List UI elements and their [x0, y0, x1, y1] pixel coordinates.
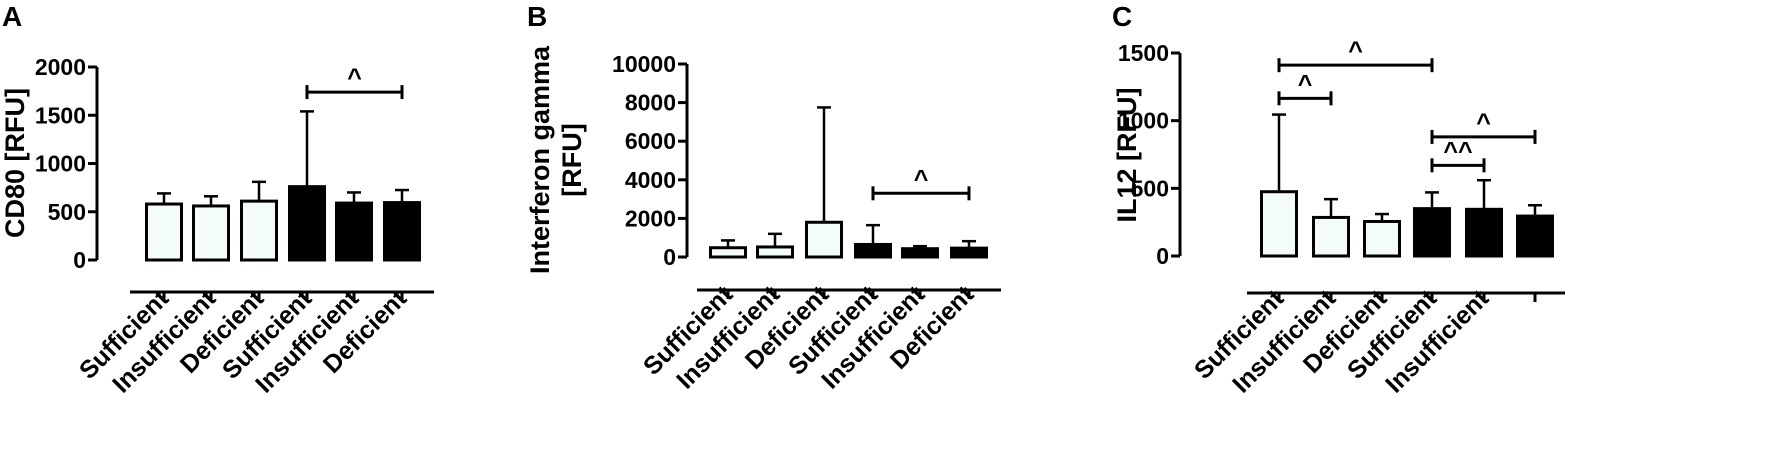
panel-letter-c: C — [1112, 1, 1132, 32]
bar — [335, 201, 373, 262]
bar — [1465, 207, 1503, 258]
y-tick-label: 2000 — [35, 54, 86, 80]
y-tick-label: 1500 — [1118, 40, 1169, 66]
y-tick-label: 1500 — [35, 102, 86, 128]
y-tick-label: 8000 — [625, 90, 676, 116]
y-axis-label-line: [RFU] — [557, 123, 587, 196]
bar — [383, 201, 421, 262]
y-tick-label: 4000 — [625, 167, 676, 193]
bar — [1363, 219, 1401, 258]
significance-label: ^ — [1348, 37, 1363, 65]
y-tick-label: 2000 — [625, 205, 676, 231]
bar — [709, 246, 747, 259]
y-tick-label: 500 — [1131, 175, 1169, 201]
significance-label: ^ — [1476, 109, 1491, 137]
bar — [240, 199, 278, 262]
bar — [1312, 215, 1350, 258]
y-axis-label: Interferon gamma[RFU] — [525, 45, 587, 274]
bar — [1516, 214, 1554, 258]
y-tick-label: 1000 — [35, 151, 86, 177]
y-axis-label-line: Interferon gamma — [525, 45, 555, 274]
bar — [950, 246, 988, 259]
y-tick-label: 0 — [73, 247, 86, 273]
y-tick-label: 0 — [1156, 243, 1169, 269]
bar — [192, 204, 230, 262]
y-tick-label: 500 — [48, 199, 86, 225]
significance-label: ^ — [1298, 70, 1313, 98]
significance-label: ^^ — [1443, 137, 1473, 165]
significance-label: ^ — [347, 64, 362, 92]
bar — [854, 242, 892, 259]
bar — [288, 185, 326, 262]
bar — [901, 247, 939, 259]
panel-b: B 0 2000 4000 6000 8000 10000 Interferon gamma… — [525, 1, 1001, 395]
bar — [1413, 207, 1451, 258]
bar — [1260, 190, 1298, 258]
y-tick-label: 6000 — [625, 128, 676, 154]
significance-label: ^ — [914, 165, 929, 193]
bar — [756, 245, 794, 259]
bar — [145, 202, 183, 262]
y-axis-label: CD80 [RFU] — [0, 88, 30, 238]
y-tick-label: 10000 — [612, 51, 676, 77]
y-tick-label: 0 — [663, 244, 676, 270]
panel-letter-b: B — [527, 1, 547, 32]
y-tick-label: 1000 — [1118, 108, 1169, 134]
bar — [805, 220, 843, 259]
panel-letter-a: A — [2, 1, 22, 32]
y-axis-label: IL12 [RFU] — [1112, 88, 1142, 223]
